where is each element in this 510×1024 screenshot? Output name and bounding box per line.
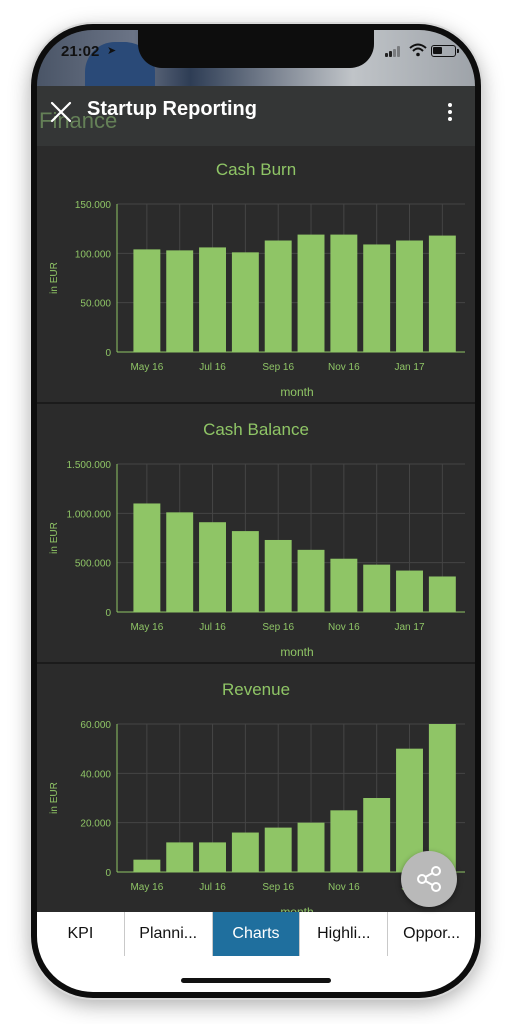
chart-bar (363, 564, 391, 612)
chart-bar (166, 842, 194, 872)
x-axis-label: month (280, 385, 313, 399)
y-tick-label: 1.500.000 (67, 460, 112, 471)
x-tick-label: Sep 16 (262, 622, 294, 633)
chart-bar (330, 558, 358, 612)
chart-bar (231, 531, 259, 612)
app-header: Finance Startup Reporting (37, 86, 475, 146)
y-axis-label: in EUR (49, 782, 60, 814)
share-button[interactable] (401, 851, 457, 907)
x-tick-label: Nov 16 (328, 882, 360, 893)
chart-card-cash-balance: Cash Balance 0 500.000 1.000.000 1.500.000 M… (37, 406, 475, 664)
cellular-signal-icon (385, 46, 403, 57)
home-area (37, 956, 475, 992)
chart-bar (297, 549, 325, 612)
y-tick-label: 1.000.000 (67, 509, 112, 520)
tab-opportunities[interactable]: Oppor... (388, 912, 475, 956)
x-tick-label: May 16 (130, 882, 163, 893)
status-bar: 21:02 ➤ (37, 30, 475, 74)
status-time: 21:02 (61, 43, 100, 60)
x-tick-label: Jul 16 (199, 362, 226, 373)
wifi-icon (409, 43, 427, 57)
tab-charts[interactable]: Charts (212, 912, 301, 956)
tab-label: Charts (232, 925, 280, 942)
chart-bar (199, 247, 226, 352)
chart-bar (297, 822, 325, 872)
chart-bar (396, 570, 423, 612)
device-notch (138, 30, 374, 68)
phone-frame: 21:02 ➤ Finance Startup Reporting (31, 24, 481, 998)
chart-bar (264, 240, 292, 352)
chart-bar (363, 798, 391, 872)
home-indicator[interactable] (181, 978, 331, 983)
chart-bar (264, 827, 292, 872)
tab-label: Planni... (139, 925, 198, 942)
chart-title: Cash Burn (215, 160, 297, 179)
chart-bar (330, 810, 358, 872)
chart-bar (231, 252, 259, 352)
y-tick-label: 50.000 (80, 299, 111, 310)
y-tick-label: 0 (105, 348, 111, 359)
chart-bar (166, 512, 194, 612)
y-tick-label: 500.000 (75, 559, 112, 570)
y-tick-label: 20.000 (80, 819, 111, 830)
chart-bar (428, 235, 456, 352)
chart-bar (330, 234, 358, 352)
chart-bar (166, 250, 194, 352)
bottom-tab-bar: KPI Planni... Charts Highli... Oppor... (37, 912, 475, 956)
x-tick-label: Jul 16 (199, 882, 226, 893)
chart-bar (428, 576, 456, 612)
charts-scroll-area[interactable]: Cash Burn 0 50.000 100.000 150.000 May 16 Jul… (37, 146, 475, 924)
chart-bar (396, 240, 423, 352)
tab-label: Oppor... (403, 925, 461, 942)
share-icon (417, 866, 441, 892)
chart-bar (133, 503, 161, 612)
chart-card-revenue: Revenue 0 20.000 40.000 60.000 May 16 Jul 16 S… (37, 666, 475, 924)
close-icon[interactable] (49, 100, 73, 124)
chart-card-cash-burn: Cash Burn 0 50.000 100.000 150.000 May 16 Jul… (37, 146, 475, 404)
x-tick-label: Jan 17 (395, 362, 425, 373)
tab-kpi[interactable]: KPI (37, 912, 125, 956)
chart-title: Cash Balance (203, 420, 309, 439)
x-tick-label: May 16 (130, 362, 163, 373)
screen: 21:02 ➤ Finance Startup Reporting (37, 30, 475, 992)
tab-highlights[interactable]: Highli... (300, 912, 389, 956)
more-vertical-icon[interactable] (442, 100, 458, 124)
chart-bar (396, 748, 423, 872)
location-arrow-icon: ➤ (107, 45, 117, 57)
chart-bar (133, 859, 161, 872)
x-tick-label: Nov 16 (328, 622, 360, 633)
y-axis-label: in EUR (49, 522, 60, 554)
chart-bar (199, 842, 226, 872)
page-title: Startup Reporting (87, 98, 257, 120)
battery-icon (431, 45, 459, 57)
x-axis-label: month (280, 645, 313, 659)
cash-balance-chart: 0 500.000 1.000.000 1.500.000 May 16 Jul 16 Se… (49, 460, 465, 659)
chart-bar (231, 832, 259, 872)
x-tick-label: May 16 (130, 622, 163, 633)
cash-burn-chart: 0 50.000 100.000 150.000 May 16 Jul 16 Sep 16 N… (49, 200, 465, 399)
chart-bar (428, 724, 456, 872)
tab-label: KPI (67, 925, 94, 942)
y-tick-label: 0 (105, 608, 111, 619)
x-tick-label: Jul 16 (199, 622, 226, 633)
y-tick-label: 150.000 (75, 200, 112, 211)
y-tick-label: 60.000 (80, 720, 111, 731)
x-tick-label: Sep 16 (262, 882, 294, 893)
chart-bar (297, 234, 325, 352)
chart-bar (199, 522, 226, 612)
x-tick-label: Sep 16 (262, 362, 294, 373)
y-tick-label: 100.000 (75, 249, 112, 260)
x-tick-label: Nov 16 (328, 362, 360, 373)
tab-planning[interactable]: Planni... (125, 912, 213, 956)
tab-label: Highli... (317, 925, 371, 942)
y-tick-label: 0 (105, 868, 111, 879)
chart-bar (363, 244, 391, 352)
chart-bar (133, 249, 161, 352)
y-tick-label: 40.000 (80, 769, 111, 780)
chart-bar (264, 539, 292, 612)
revenue-chart: 0 20.000 40.000 60.000 May 16 Jul 16 Sep 16 Nov… (49, 720, 465, 919)
chart-title: Revenue (221, 680, 291, 699)
y-axis-label: in EUR (49, 262, 60, 294)
x-tick-label: Jan 17 (395, 622, 425, 633)
